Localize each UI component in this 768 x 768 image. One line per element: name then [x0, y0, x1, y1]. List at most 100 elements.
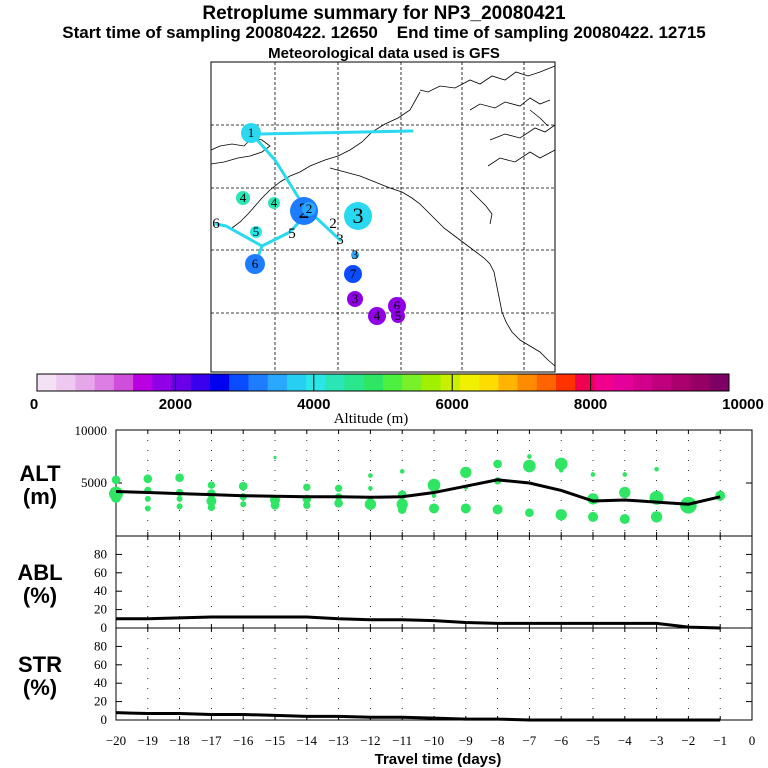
x-tick-label: −15 [265, 733, 285, 748]
altitude-point [303, 483, 311, 491]
x-tick-label: −19 [138, 733, 158, 748]
colorbar-swatch [363, 374, 384, 391]
colorbar-swatch [229, 374, 249, 391]
altitude-point [555, 509, 567, 521]
altitude-point [273, 455, 277, 460]
altitude-point [240, 501, 247, 508]
trajectory-marker [344, 202, 372, 230]
y-tick-label: 80 [94, 638, 107, 653]
altitude-point [207, 503, 216, 512]
altitude-point [429, 503, 439, 514]
altitude-point [176, 503, 183, 510]
trajectory-marker [236, 191, 250, 205]
y-tick-label: 0 [101, 620, 108, 635]
trajectory-label: 6 [394, 298, 401, 313]
altitude-point [206, 496, 217, 507]
colorbar-swatch [248, 374, 269, 391]
altitude-point [523, 459, 536, 473]
y-tick-label: 20 [94, 694, 107, 709]
trajectory-marker [250, 226, 262, 238]
colorbar-swatch [286, 374, 307, 391]
colorbar-tick-label: 8000 [574, 396, 607, 413]
trajectory-label: 4 [374, 308, 381, 323]
altitude-point [527, 454, 532, 459]
trajectory-label: 3 [353, 203, 364, 228]
trajectory-marker [245, 254, 265, 274]
colorbar-swatch [498, 374, 519, 391]
panel-abl: 0 20 40 60 80 ABL(%) [17, 535, 753, 635]
altitude-point [460, 503, 471, 514]
colorbar-swatch [210, 374, 230, 391]
altitude-point [238, 481, 248, 491]
colorbar-swatch [325, 374, 346, 391]
x-tick-label: −16 [233, 733, 254, 748]
altitude-point [368, 473, 373, 478]
colorbar-swatch [632, 374, 653, 391]
panel-str: 0 20 40 60 80 STR(%) [18, 627, 753, 727]
y-tick-label: 80 [94, 546, 107, 561]
trajectory-marker [391, 309, 405, 323]
altitude-point [650, 511, 663, 523]
y-axis-label: STR [18, 652, 62, 677]
colorbar-swatch [267, 374, 288, 391]
altitude-point [207, 481, 216, 489]
x-tick-label: −2 [681, 733, 695, 748]
colorbar-swatch [556, 374, 576, 391]
x-tick-label: −5 [586, 733, 600, 748]
colorbar-swatch [613, 374, 634, 391]
y-tick-label: 20 [94, 602, 107, 617]
trajectory-marker [241, 123, 261, 143]
altitude-point [303, 501, 311, 509]
trajectory-markers: 123244567346536532 [212, 123, 406, 325]
chart-title: Retroplume summary for NP3_20080421 [202, 3, 566, 24]
panel-frame [115, 627, 753, 721]
altitude-colorbar: 0 2000 4000 6000 8000 10000 [30, 373, 764, 413]
trajectory-label: 5 [395, 308, 402, 323]
altitude-point [368, 485, 373, 491]
colorbar-swatch [344, 374, 365, 391]
x-axis-label: Travel time (days) [375, 751, 502, 768]
panel-alt: 10000 5000 ALT(m) [19, 423, 753, 537]
colorbar-swatch [652, 374, 672, 391]
y-tick-label: 40 [94, 675, 107, 690]
x-tick-label: −1 [713, 733, 727, 748]
trajectory-map: 123244567346536532 [210, 61, 556, 373]
time-series-panels: 100005000ALT(m)020406080ABL(%)020406080S… [17, 423, 755, 748]
altitude-point [715, 490, 726, 501]
y-tick-label: 0 [101, 712, 108, 727]
altitude-point [143, 474, 153, 484]
altitude-point [525, 508, 534, 518]
colorbar-tick-label: 10000 [722, 396, 764, 413]
colorbar-tick-label: 4000 [297, 396, 330, 413]
altitude-point [397, 505, 407, 514]
x-tick-label: −13 [328, 733, 348, 748]
altitude-point [588, 511, 598, 522]
trajectory-label: 3 [336, 232, 344, 248]
altitude-point [619, 486, 631, 499]
x-tick-label: −18 [169, 733, 189, 748]
colorbar-swatch [479, 374, 499, 391]
trajectory-label: 2 [329, 216, 337, 232]
trajectory-label: 3 [352, 247, 359, 262]
y-tick-label: 5000 [81, 475, 107, 490]
y-tick-label: 40 [94, 583, 107, 598]
trajectory-label: 5 [253, 224, 260, 239]
colorbar-swatch [190, 374, 211, 391]
x-tick-label: −6 [554, 733, 568, 748]
trajectory-marker [344, 265, 362, 283]
trajectory-marker [302, 202, 316, 216]
y-axis-label: ALT [19, 461, 61, 486]
colorbar-swatch [594, 374, 615, 391]
trajectory-label: 4 [271, 195, 278, 210]
colorbar-swatch [440, 374, 461, 391]
altitude-point [144, 495, 151, 502]
altitude-point [622, 472, 628, 477]
altitude-point [175, 473, 184, 483]
altitude-point [431, 493, 437, 499]
colorbar-swatch [517, 374, 538, 391]
altitude-point [460, 466, 472, 479]
y-tick-label: 10000 [75, 423, 108, 438]
colorbar-swatch [459, 374, 480, 391]
trajectory-marker [351, 251, 359, 259]
y-tick-label: 60 [94, 565, 107, 580]
